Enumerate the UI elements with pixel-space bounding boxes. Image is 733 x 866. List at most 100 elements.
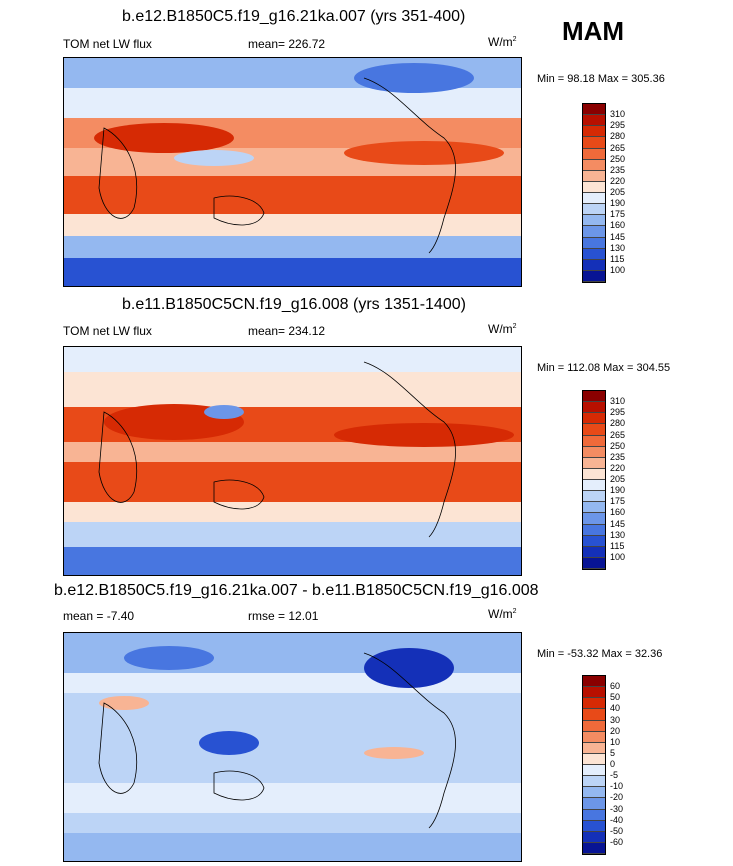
warm-pool [94, 123, 234, 153]
panel-3-units: W/m2 [488, 607, 517, 621]
colorbar-swatch [583, 502, 605, 514]
colorbar-label: 205 [610, 187, 626, 197]
colorbar-label: 160 [610, 220, 626, 231]
colorbar-label: 60 [610, 681, 621, 692]
coastline-africa [98, 411, 138, 503]
colorbar-label: 5 [610, 747, 616, 758]
colorbar-label: 295 [610, 120, 626, 131]
colorbar-swatch [583, 446, 605, 458]
panel-1-colorbar [582, 103, 606, 283]
band-antarctic [64, 258, 521, 286]
panel-2-map [63, 346, 522, 576]
colorbar-swatch [583, 687, 605, 699]
laurentide-cold [364, 648, 454, 688]
colorbar-label: 145 [610, 231, 626, 242]
colorbar-swatch [583, 226, 605, 238]
pacific-warm [344, 141, 504, 165]
panel-3-colorbar [582, 675, 606, 855]
colorbar-swatch [583, 731, 605, 743]
colorbar-swatch [583, 457, 605, 469]
colorbar-swatch [583, 402, 605, 414]
colorbar-swatch [583, 413, 605, 425]
panel-1-units: W/m2 [488, 35, 517, 49]
colorbar-swatch [583, 842, 605, 854]
colorbar-swatch [583, 391, 605, 403]
band-south-mid [64, 783, 521, 813]
coastline-australia [213, 770, 265, 801]
colorbar-swatch [583, 491, 605, 503]
colorbar-swatch [583, 115, 605, 127]
colorbar-label: 280 [610, 418, 626, 429]
colorbar-label: 250 [610, 440, 626, 451]
panel-1-mean-label: mean= 226.72 [248, 37, 326, 51]
tibet-cold [204, 405, 244, 419]
colorbar-label: 310 [610, 109, 626, 120]
panel-3-mean-label: mean = -7.40 [63, 609, 135, 623]
colorbar-swatch [583, 709, 605, 721]
colorbar-label: 115 [610, 253, 625, 264]
colorbar-swatch [583, 776, 605, 788]
colorbar-swatch [583, 742, 605, 754]
colorbar-label: 295 [610, 407, 626, 418]
band-south-mid [64, 502, 521, 522]
colorbar-label: 190 [610, 485, 626, 496]
colorbar-label: 100 [610, 551, 626, 562]
colorbar-label: 50 [610, 692, 621, 703]
colorbar-label: 115 [610, 540, 625, 551]
panel-2-map-field [64, 347, 521, 575]
colorbar-label: 220 [610, 462, 626, 473]
colorbar-swatch [583, 524, 605, 536]
band-tropics [64, 442, 521, 462]
colorbar-swatch [583, 170, 605, 182]
colorbar-swatch [583, 753, 605, 765]
coastline-americas [363, 652, 456, 829]
band-north-high [64, 347, 521, 372]
colorbar-swatch [583, 270, 605, 282]
panel-2-title: b.e11.B1850C5CN.f19_g16.008 (yrs 1351-14… [122, 296, 466, 313]
colorbar-label: 235 [610, 451, 626, 462]
band-north-mid [64, 372, 521, 407]
eurasian-cold [124, 646, 214, 670]
band-south-high [64, 236, 521, 258]
panel-1-map [63, 57, 522, 287]
coastline-australia [213, 195, 265, 226]
band-north-mid [64, 88, 521, 118]
colorbar-swatch [583, 676, 605, 688]
panel-1-title: b.e12.B1850C5.f19_g16.21ka.007 (yrs 351-… [122, 8, 466, 25]
colorbar-label: 235 [610, 164, 626, 175]
band-south-mid [64, 214, 521, 236]
panel-3-map-field [64, 633, 521, 861]
colorbar-swatch [583, 104, 605, 116]
colorbar-label: -50 [610, 825, 624, 836]
colorbar-label: 220 [610, 175, 626, 186]
colorbar-label: 40 [610, 703, 621, 714]
colorbar-label: 20 [610, 725, 621, 736]
colorbar-swatch [583, 809, 605, 821]
colorbar-label: -60 [610, 836, 624, 847]
colorbar-swatch [583, 557, 605, 569]
colorbar-swatch [583, 720, 605, 732]
coastline-africa [98, 702, 138, 794]
band-south-sub [64, 462, 521, 502]
season-label: MAM [562, 16, 625, 46]
colorbar-swatch [583, 435, 605, 447]
colorbar-swatch [583, 204, 605, 216]
colorbar-swatch [583, 820, 605, 832]
colorbar-label: 145 [610, 518, 626, 529]
colorbar-label: 10 [610, 736, 621, 747]
coastline-americas [363, 77, 456, 254]
colorbar-swatch [583, 798, 605, 810]
colorbar-label: 265 [610, 142, 626, 153]
panel-2-variable-label: TOM net LW flux [63, 324, 152, 338]
band-north-mid [64, 673, 521, 693]
colorbar-label: 190 [610, 198, 626, 209]
cold-high-latitude [354, 63, 474, 93]
colorbar-label: -40 [610, 814, 624, 825]
colorbar-swatch [583, 535, 605, 547]
colorbar-label: 250 [610, 153, 626, 164]
warm-anomaly-2 [364, 747, 424, 759]
colorbar-label: 100 [610, 264, 626, 275]
panel-2-colorbar [582, 390, 606, 570]
band-antarctic [64, 833, 521, 861]
panel-1-variable-label: TOM net LW flux [63, 37, 152, 51]
